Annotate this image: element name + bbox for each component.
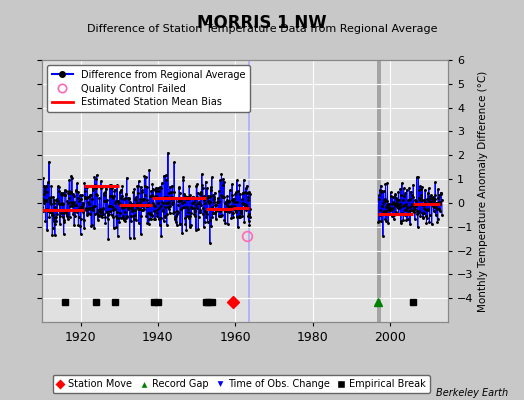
Text: Berkeley Earth: Berkeley Earth [436, 388, 508, 398]
Text: MORRIS 1 NW: MORRIS 1 NW [197, 14, 327, 32]
Y-axis label: Monthly Temperature Anomaly Difference (°C): Monthly Temperature Anomaly Difference (… [478, 70, 488, 312]
Text: Difference of Station Temperature Data from Regional Average: Difference of Station Temperature Data f… [87, 24, 437, 34]
Legend: Difference from Regional Average, Quality Control Failed, Estimated Station Mean: Difference from Regional Average, Qualit… [47, 65, 250, 112]
Legend: Station Move, Record Gap, Time of Obs. Change, Empirical Break: Station Move, Record Gap, Time of Obs. C… [52, 375, 430, 393]
